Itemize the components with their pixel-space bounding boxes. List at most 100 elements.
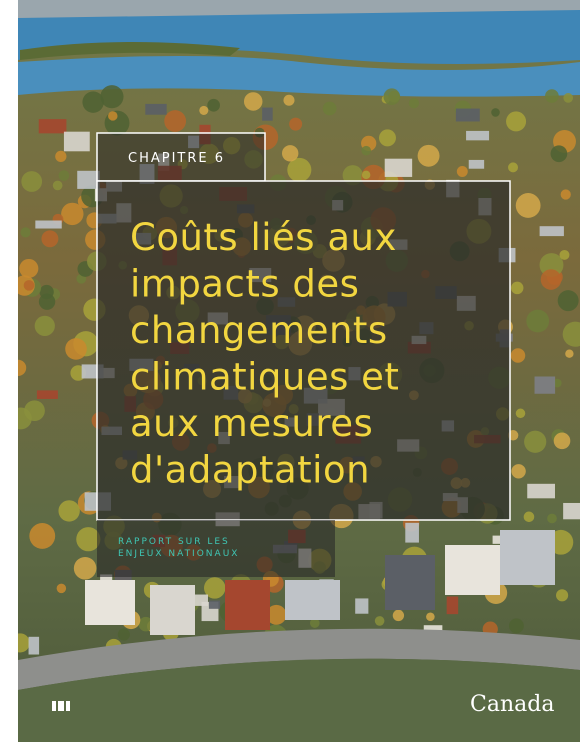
foreground-house <box>500 530 555 585</box>
title-line: aux mesures <box>130 402 373 445</box>
house <box>384 158 413 177</box>
tree <box>18 407 32 430</box>
tree <box>18 633 30 653</box>
tree <box>266 604 287 625</box>
house <box>77 170 100 189</box>
tree <box>199 105 209 115</box>
foreground-house <box>150 585 195 635</box>
house <box>455 108 480 122</box>
tree <box>18 359 27 376</box>
tree <box>21 171 43 192</box>
house <box>35 220 62 229</box>
house <box>468 159 485 169</box>
tree <box>506 111 527 132</box>
tree <box>20 227 31 238</box>
tree <box>426 612 435 622</box>
tree <box>511 464 526 479</box>
tree <box>58 500 80 522</box>
tree <box>550 145 568 163</box>
tree <box>523 511 535 523</box>
house <box>145 103 167 115</box>
house <box>539 226 564 237</box>
tree <box>56 583 67 594</box>
tree <box>55 150 67 162</box>
tree <box>508 162 519 173</box>
tree <box>408 98 420 109</box>
tree <box>547 513 557 524</box>
tree <box>19 258 39 279</box>
tree <box>557 290 579 312</box>
tree <box>556 589 569 602</box>
tree <box>515 408 526 419</box>
report-box <box>97 520 335 577</box>
house <box>194 594 208 606</box>
tree <box>553 432 571 450</box>
canada-wordmark: Canada <box>470 692 554 717</box>
tree <box>61 202 84 226</box>
tree <box>65 338 87 360</box>
title-line: climatiques et <box>130 356 399 399</box>
tree <box>73 557 97 580</box>
tree <box>563 93 574 103</box>
government-logo <box>52 701 70 711</box>
house <box>446 596 459 615</box>
tree <box>559 249 570 260</box>
house <box>492 535 505 544</box>
chapter-box <box>96 132 266 182</box>
house <box>534 376 556 394</box>
tree <box>510 281 524 295</box>
title-line: impacts des <box>130 263 359 306</box>
tree <box>281 145 299 162</box>
tree <box>203 577 226 599</box>
tree <box>100 85 124 109</box>
house <box>405 522 419 543</box>
tree <box>562 321 580 347</box>
tree <box>545 89 559 103</box>
tree <box>243 92 263 111</box>
report-label: RAPPORT SUR LES ENJEUX NATIONAUX <box>118 537 237 559</box>
tree <box>138 616 153 632</box>
flag-bar <box>66 701 70 711</box>
tree <box>76 527 101 552</box>
title-line: Coûts liés aux <box>130 216 397 259</box>
house <box>563 502 580 520</box>
tree <box>283 94 295 106</box>
chapter-label: CHAPITRE 6 <box>128 151 225 166</box>
tree <box>207 98 220 112</box>
house <box>208 600 221 609</box>
river <box>18 10 580 64</box>
tree <box>287 157 312 182</box>
house <box>36 390 58 399</box>
title-line: d'adaptation <box>130 449 370 492</box>
tree <box>52 180 63 191</box>
tree <box>374 616 385 626</box>
foreground-house <box>385 555 435 610</box>
flag-bar <box>52 701 56 711</box>
tree <box>322 101 337 116</box>
tree <box>491 108 500 117</box>
flag-leaf <box>58 701 64 711</box>
tree <box>164 110 187 132</box>
tree <box>510 348 526 363</box>
tree <box>23 280 35 291</box>
title-line: changements <box>130 309 388 352</box>
house <box>527 483 555 499</box>
tree <box>456 166 468 178</box>
house <box>38 119 67 134</box>
tree <box>378 129 396 147</box>
foreground-house <box>285 580 340 620</box>
house <box>355 598 369 614</box>
foreground-house <box>85 580 135 625</box>
tree <box>560 189 571 200</box>
tree <box>526 309 550 333</box>
foreground-house <box>225 580 270 630</box>
tree <box>392 609 405 622</box>
tree <box>540 269 562 290</box>
title-box <box>96 180 511 521</box>
house <box>466 130 490 141</box>
tree <box>39 284 54 300</box>
tree <box>29 523 56 549</box>
